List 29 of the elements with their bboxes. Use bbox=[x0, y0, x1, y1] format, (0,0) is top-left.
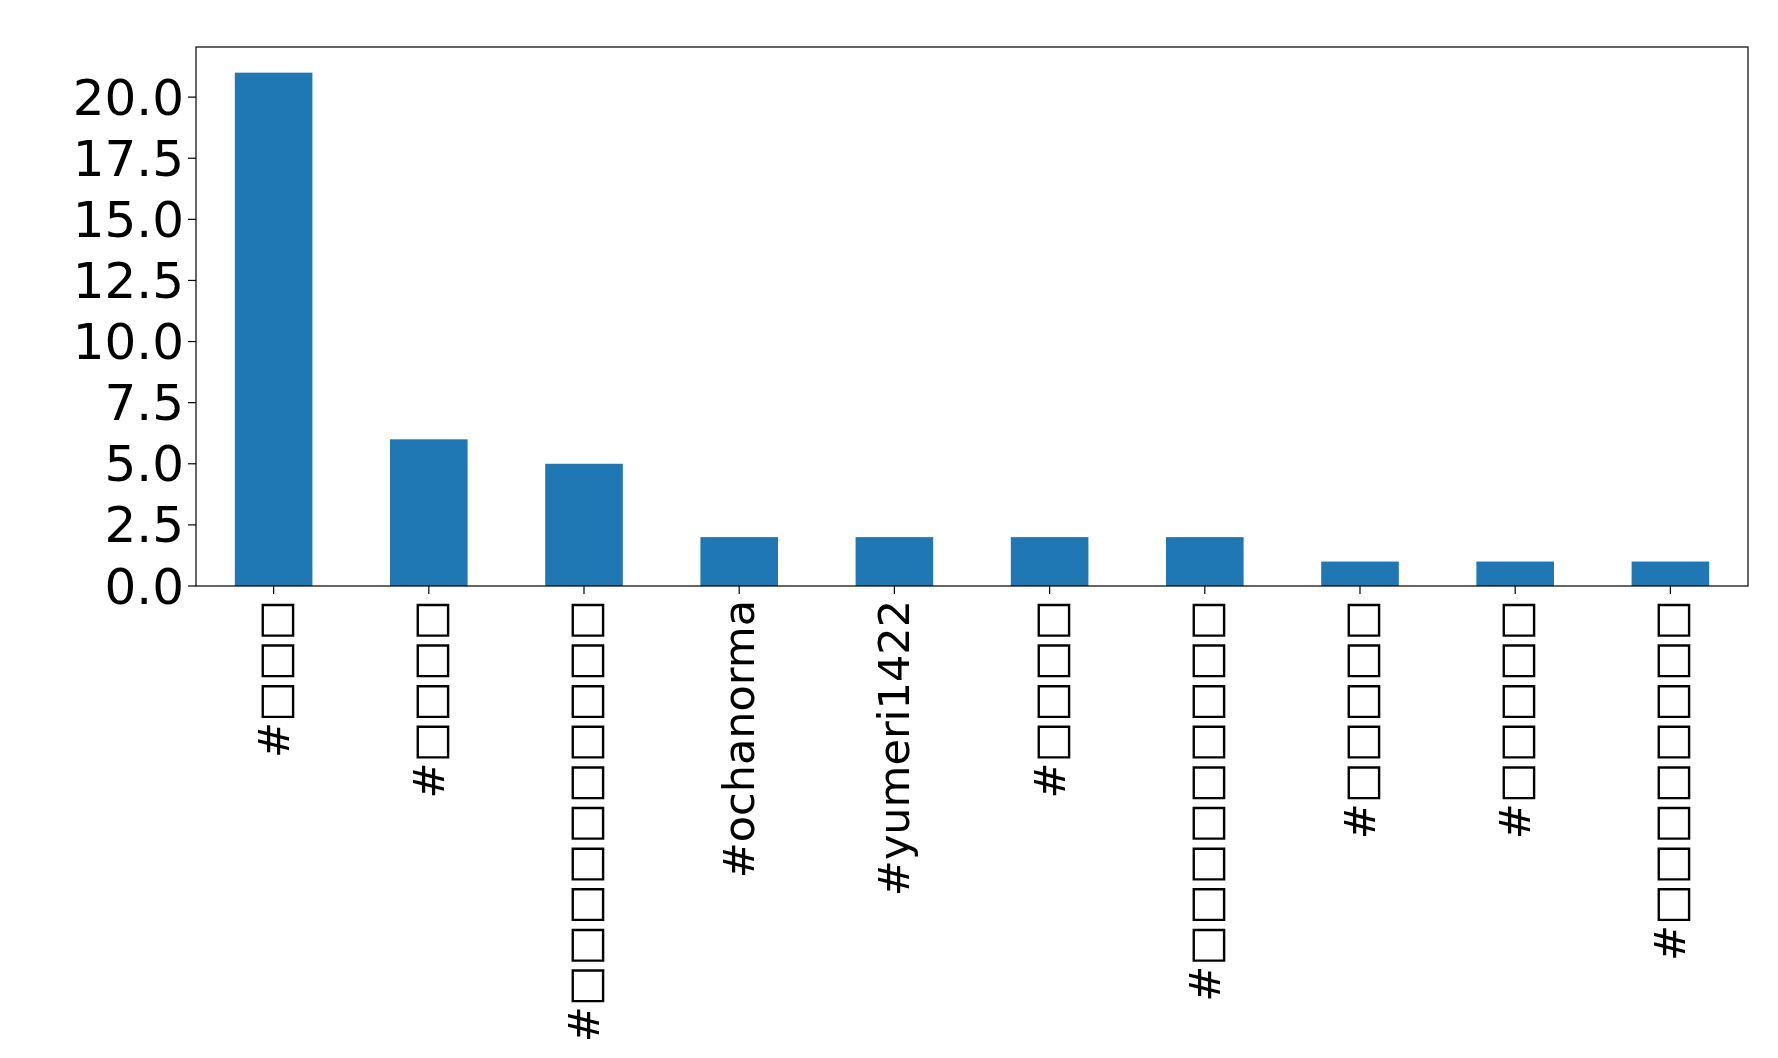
x-tick-label: #□□□□□□□□□ bbox=[1179, 600, 1230, 1002]
y-tick-label: 12.5 bbox=[72, 251, 184, 310]
bar bbox=[700, 537, 778, 586]
y-tick-label: 15.0 bbox=[72, 190, 184, 249]
bar bbox=[1631, 561, 1710, 586]
x-tick-label: #□□□ bbox=[248, 600, 299, 758]
bar bbox=[1010, 537, 1089, 586]
bar bbox=[1321, 561, 1399, 586]
bar bbox=[545, 463, 623, 586]
x-tick-label: #□□□□ bbox=[403, 600, 454, 799]
y-tick-label: 10.0 bbox=[72, 313, 184, 372]
y-tick-label: 7.5 bbox=[104, 374, 184, 433]
bar bbox=[234, 72, 313, 586]
x-tick-label: #□□□□□ bbox=[1490, 600, 1541, 840]
y-tick-label: 2.5 bbox=[104, 496, 184, 555]
x-tick-label: #ochanorma bbox=[714, 600, 765, 879]
x-tick-label: #□□□□□□□□□□ bbox=[559, 600, 610, 1043]
y-tick-label: 5.0 bbox=[104, 435, 184, 494]
x-tick-label: #□□□□ bbox=[1024, 600, 1075, 799]
y-tick-label: 20.0 bbox=[72, 68, 184, 127]
y-tick-label: 17.5 bbox=[72, 129, 184, 188]
x-tick-label: #yumeri1422 bbox=[869, 600, 920, 897]
y-tick-label: 0.0 bbox=[104, 557, 184, 616]
bar bbox=[1476, 561, 1554, 586]
x-tick-label: #□□□□□□□□ bbox=[1645, 600, 1696, 962]
x-tick-label: #□□□□□ bbox=[1335, 600, 1386, 840]
bar bbox=[390, 439, 468, 586]
bar bbox=[1166, 537, 1244, 586]
bar bbox=[855, 537, 934, 586]
